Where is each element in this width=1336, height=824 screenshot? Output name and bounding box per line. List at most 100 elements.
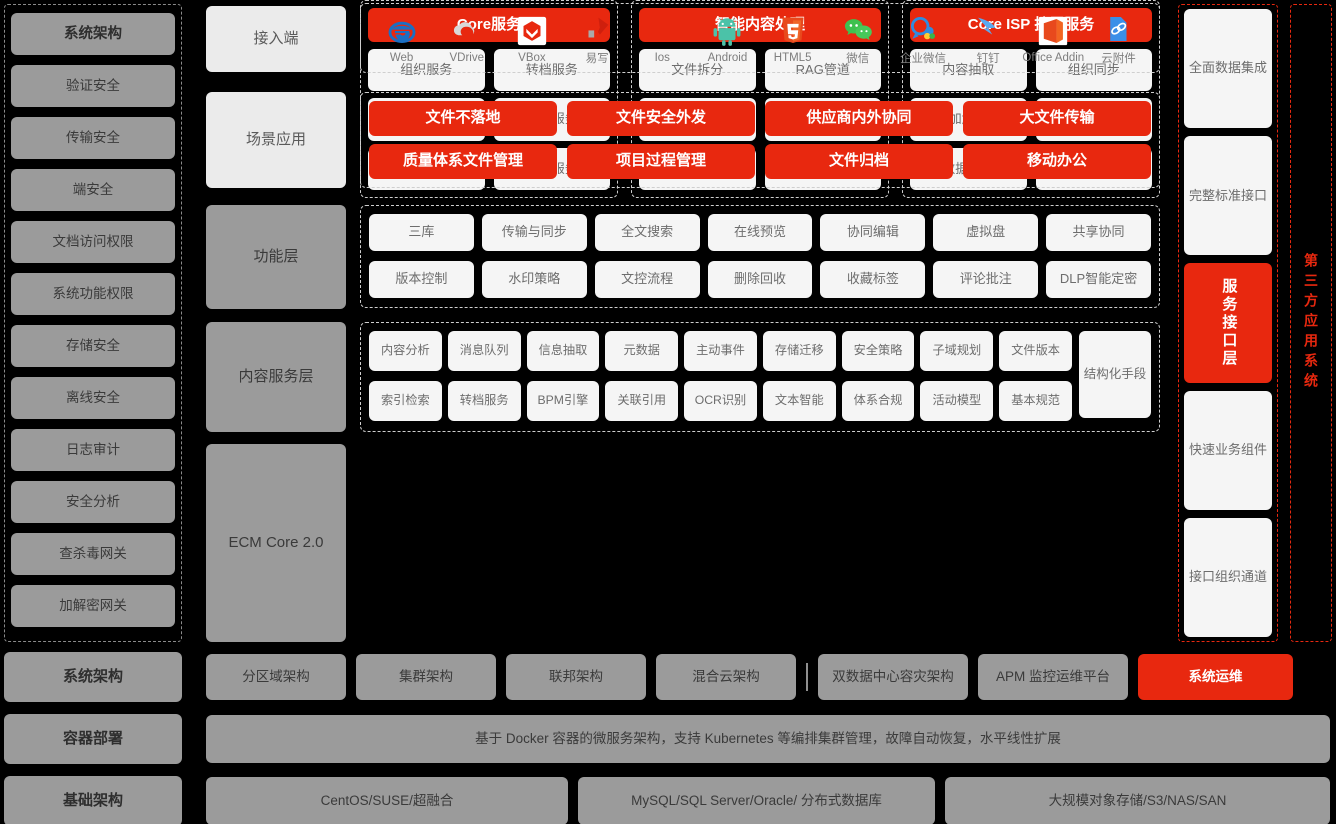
ecm-core-item[interactable]: 转档服务 — [493, 49, 610, 92]
function-item[interactable]: 传输与同步 — [481, 214, 587, 251]
interface-item[interactable]: 接口组织通道 — [1184, 517, 1272, 638]
function-item[interactable]: 虚拟盘 — [933, 214, 1039, 251]
content-service-item[interactable]: 体系合规 — [841, 380, 915, 421]
content-service-item[interactable]: 安全策略 — [841, 331, 915, 371]
security-item[interactable]: 系统功能权限 — [11, 273, 175, 315]
content-service-item[interactable]: 索引检索 — [369, 380, 442, 421]
system-architecture-label: 系统架构 — [4, 652, 182, 702]
scenario-app[interactable]: 移动办公 — [963, 144, 1151, 179]
scenario-app[interactable]: 文件安全外发 — [567, 101, 755, 136]
ecm-core-item[interactable]: RAG管道 — [764, 49, 881, 92]
content-service-item[interactable]: 主动事件 — [684, 331, 757, 371]
security-item[interactable]: 存储安全 — [11, 325, 175, 367]
function-item[interactable]: 评论批注 — [933, 260, 1039, 298]
ecm-core-item[interactable]: 文件拆分 — [639, 49, 756, 92]
system-architecture-item[interactable]: 分区域架构 — [206, 654, 346, 700]
function-item[interactable]: 三库 — [369, 214, 474, 251]
system-architecture-item[interactable]: 联邦架构 — [506, 654, 646, 700]
function-item[interactable]: 水印策略 — [481, 260, 587, 298]
interface-item[interactable]: 服务接口层 — [1184, 263, 1272, 383]
ecm-core-group-title[interactable]: 智能内容处理 — [639, 8, 881, 42]
content-service-item[interactable]: 元数据 — [605, 331, 679, 371]
security-item[interactable]: 查杀毒网关 — [11, 533, 175, 575]
access-client[interactable]: Ios — [630, 13, 695, 64]
system-architecture-item[interactable]: 混合云架构 — [656, 654, 796, 700]
base-architecture-label: 基础架构 — [4, 776, 182, 824]
ecm-core-item[interactable]: 内容抽取 — [910, 49, 1027, 92]
layer-label-3[interactable]: 内容服务层 — [206, 322, 346, 432]
function-item[interactable]: 删除回收 — [707, 260, 813, 298]
scenario-app[interactable]: 大文件传输 — [963, 101, 1151, 136]
content-service-item[interactable]: BPM引擎 — [526, 380, 600, 421]
access-client[interactable]: Web — [369, 13, 434, 64]
content-service-item[interactable]: 转档服务 — [447, 380, 521, 421]
access-client[interactable]: 企业微信 — [890, 11, 955, 66]
ecm-core-item[interactable]: 组织服务 — [368, 49, 485, 92]
security-column-title[interactable]: 系统架构 — [11, 13, 175, 55]
interface-item[interactable]: 快速业务组件 — [1184, 390, 1272, 510]
function-item[interactable]: 协同编辑 — [820, 214, 926, 251]
security-item[interactable]: 离线安全 — [11, 377, 175, 419]
layer-label-4[interactable]: ECM Core 2.0 — [206, 444, 346, 642]
access-client[interactable]: Office Addin — [1021, 13, 1086, 64]
scenario-app[interactable]: 供应商内外协同 — [765, 101, 953, 136]
security-item[interactable]: 日志审计 — [11, 429, 175, 471]
content-service-item[interactable]: 文件版本 — [999, 331, 1072, 371]
access-client[interactable]: 钉钉 — [956, 11, 1021, 66]
access-client[interactable]: Android — [695, 13, 760, 64]
system-architecture-item[interactable]: 系统运维 — [1138, 654, 1293, 700]
interface-item[interactable]: 完整标准接口 — [1184, 136, 1272, 256]
scenario-app[interactable]: 项目过程管理 — [567, 144, 755, 179]
content-service-item[interactable]: 基本规范 — [999, 380, 1072, 421]
function-item[interactable]: 共享协同 — [1046, 214, 1151, 251]
layer-label-2[interactable]: 功能层 — [206, 205, 346, 309]
security-item[interactable]: 加解密网关 — [11, 585, 175, 627]
content-service-item[interactable]: 存储迁移 — [762, 331, 836, 371]
access-client[interactable]: 云附件 — [1086, 11, 1151, 66]
function-item[interactable]: 收藏标签 — [820, 260, 926, 298]
base-architecture-item[interactable]: MySQL/SQL Server/Oracle/ 分布式数据库 — [578, 777, 935, 824]
ecm-core-item[interactable]: 组织同步 — [1035, 49, 1152, 92]
content-service-item[interactable]: OCR识别 — [684, 380, 757, 421]
system-architecture-item[interactable]: 集群架构 — [356, 654, 496, 700]
access-client[interactable]: VBox — [499, 13, 564, 64]
base-architecture-item[interactable]: CentOS/SUSE/超融合 — [206, 777, 568, 824]
function-item[interactable]: DLP智能定密 — [1046, 260, 1151, 298]
content-service-item[interactable]: 关联引用 — [605, 380, 679, 421]
security-item[interactable]: 安全分析 — [11, 481, 175, 523]
content-service-item[interactable]: 活动模型 — [920, 380, 994, 421]
access-client[interactable]: HTML5 — [760, 13, 825, 64]
access-client-label: VDrive — [449, 51, 485, 64]
content-service-item[interactable]: 信息抽取 — [526, 331, 600, 371]
layer-label-0[interactable]: 接入端 — [206, 6, 346, 72]
content-service-item[interactable]: 消息队列 — [447, 331, 521, 371]
function-layer-band: 三库 传输与同步 全文搜索 在线预览 协同编辑 虚拟盘 共享协同版本控制 水印策略 文控流程 删除… — [360, 205, 1160, 308]
content-service-item[interactable]: 内容分析 — [369, 331, 442, 371]
access-client[interactable]: 易写 — [565, 11, 630, 66]
system-architecture-item[interactable]: APM 监控运维平台 — [978, 654, 1128, 700]
function-item[interactable]: 文控流程 — [594, 260, 700, 298]
security-item[interactable]: 验证安全 — [11, 65, 175, 107]
access-client[interactable]: 微信 — [825, 11, 890, 66]
structured-means-pill[interactable]: 结构化手段 — [1079, 331, 1151, 418]
function-item[interactable]: 全文搜索 — [594, 214, 700, 251]
scenario-app[interactable]: 文件不落地 — [369, 101, 557, 136]
content-service-band: 内容分析 消息队列 信息抽取 元数据 主动事件 存储迁移 安全策略 子域规划 文件版本索引检索转… — [360, 322, 1160, 432]
function-item[interactable]: 版本控制 — [369, 260, 474, 298]
ios-icon — [644, 13, 680, 49]
content-service-item[interactable]: 文本智能 — [762, 380, 836, 421]
wechat-icon — [840, 11, 876, 47]
function-item[interactable]: 在线预览 — [707, 214, 813, 251]
security-item[interactable]: 端安全 — [11, 169, 175, 211]
layer-label-1[interactable]: 场景应用 — [206, 92, 346, 188]
base-architecture-item[interactable]: 大规模对象存储/S3/NAS/SAN — [945, 777, 1330, 824]
scenario-app[interactable]: 文件归档 — [765, 144, 953, 179]
interface-item[interactable]: 全面数据集成 — [1184, 9, 1272, 129]
content-service-item[interactable]: 子域规划 — [920, 331, 994, 371]
scenario-apps-band: 文件不落地 文件安全外发 供应商内外协同 大文件传输质量体系文件管理 项目过程管理 文件归… — [360, 92, 1160, 188]
scenario-app[interactable]: 质量体系文件管理 — [369, 144, 557, 179]
security-item[interactable]: 文档访问权限 — [11, 221, 175, 263]
access-client[interactable]: VDrive — [434, 13, 499, 64]
security-item[interactable]: 传输安全 — [11, 117, 175, 159]
system-architecture-item[interactable]: 双数据中心容灾架构 — [818, 654, 968, 700]
